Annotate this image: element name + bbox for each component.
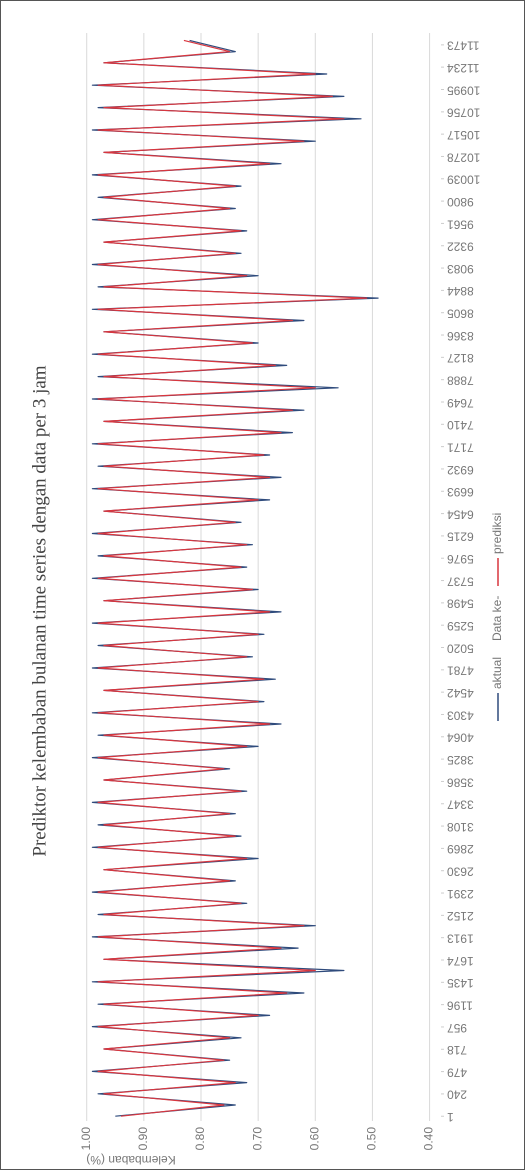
x-tick-label: 7171	[447, 440, 474, 454]
series-line	[97, 39, 368, 1117]
x-tick-label: 479	[447, 1065, 467, 1079]
x-tick-label: 8605	[447, 307, 474, 321]
x-tick-label: 7410	[447, 418, 474, 432]
x-tick-label: 957	[447, 1021, 467, 1035]
x-tick-label: 9322	[447, 240, 474, 254]
y-tick-label: 1.00	[79, 1127, 93, 1151]
y-tick-label: 0.60	[307, 1127, 321, 1151]
x-tick-label: 6215	[447, 530, 474, 544]
x-tick-label: 3347	[447, 798, 474, 812]
x-axis-label: Data ke-	[490, 596, 504, 641]
y-tick-label: 0.40	[422, 1127, 436, 1151]
x-tick-label: 1674	[447, 954, 474, 968]
x-tick-label: 7649	[447, 396, 474, 410]
x-tick-label: 11234	[447, 61, 480, 75]
x-tick-label: 4781	[447, 664, 474, 678]
x-tick-label: 2630	[447, 865, 474, 879]
y-tick-label: 0.70	[250, 1127, 264, 1151]
series-line	[91, 39, 379, 1117]
x-tick-label: 3825	[447, 753, 474, 767]
y-tick-label: 0.50	[365, 1127, 379, 1151]
x-tick-label: 4064	[447, 731, 474, 745]
x-tick-label: 8844	[447, 284, 474, 298]
x-tick-label: 6932	[447, 463, 474, 477]
x-tick-label: 4303	[447, 708, 474, 722]
x-tick-label: 10995	[447, 83, 481, 97]
x-tick-label: 5737	[447, 574, 474, 588]
x-tick-label: 8127	[447, 351, 474, 365]
y-tick-label: 0.80	[193, 1127, 207, 1151]
x-tick-label: 718	[447, 1043, 467, 1057]
y-axis-label: Kelembaban (%)	[86, 1153, 175, 1167]
x-tick-label: 2869	[447, 842, 474, 856]
legend-label: prediksi	[490, 513, 504, 554]
x-tick-label: 240	[447, 1088, 467, 1102]
x-tick-label: 4542	[447, 686, 474, 700]
x-tick-label: 1196	[447, 998, 473, 1012]
x-tick-label: 1	[447, 1110, 454, 1124]
x-tick-label: 8366	[447, 329, 474, 343]
legend-label: aktual	[490, 657, 504, 689]
x-tick-label: 5498	[447, 597, 474, 611]
x-tick-label: 3108	[447, 820, 474, 834]
x-tick-label: 5976	[447, 552, 474, 566]
x-tick-label: 10278	[447, 150, 481, 164]
x-tick-label: 6454	[447, 507, 474, 521]
y-tick-label: 0.90	[136, 1127, 150, 1151]
x-tick-label: 2391	[447, 887, 474, 901]
x-tick-label: 9561	[447, 217, 474, 231]
x-tick-label: 2152	[447, 909, 474, 923]
x-tick-label: 9083	[447, 262, 474, 276]
x-tick-label: 11473	[447, 39, 480, 53]
x-tick-label: 9800	[447, 195, 474, 209]
x-tick-label: 10039	[447, 173, 481, 187]
x-tick-label: 6693	[447, 485, 474, 499]
x-tick-label: 7888	[447, 373, 474, 387]
x-tick-label: 10756	[447, 106, 481, 120]
x-tick-label: 5020	[447, 641, 474, 655]
x-tick-label: 10517	[447, 128, 481, 142]
chart-title: Prediktor kelembaban bulanan time series…	[29, 365, 50, 856]
x-tick-label: 1435	[447, 976, 474, 990]
x-tick-label: 3586	[447, 775, 474, 789]
x-tick-label: 5259	[447, 619, 474, 633]
x-tick-label: 1913	[447, 932, 474, 946]
